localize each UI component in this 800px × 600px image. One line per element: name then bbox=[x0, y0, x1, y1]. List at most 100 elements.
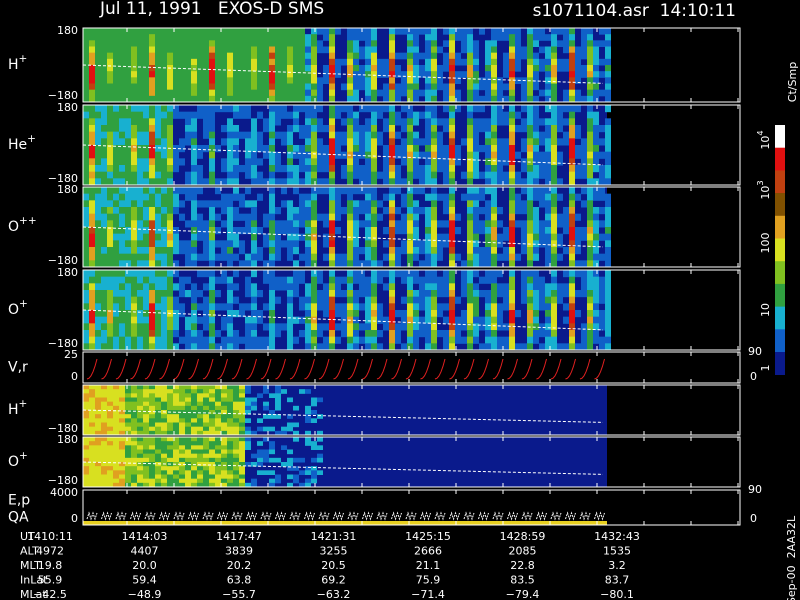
cell bbox=[293, 437, 299, 442]
cell bbox=[509, 283, 515, 291]
cell bbox=[389, 227, 395, 235]
cell bbox=[299, 330, 305, 338]
cell bbox=[299, 77, 305, 84]
cell bbox=[185, 260, 191, 268]
cell bbox=[107, 253, 113, 261]
cell bbox=[221, 125, 227, 133]
cell bbox=[83, 290, 89, 298]
cell bbox=[155, 343, 161, 351]
cell bbox=[209, 303, 215, 311]
cell bbox=[239, 457, 245, 463]
cell bbox=[383, 240, 389, 248]
cell bbox=[365, 125, 371, 133]
colorbar-step bbox=[775, 329, 785, 353]
cell bbox=[509, 323, 515, 331]
cell bbox=[89, 171, 95, 179]
cell bbox=[83, 151, 89, 159]
cell bbox=[167, 28, 173, 35]
cell bbox=[167, 200, 173, 208]
cell bbox=[149, 151, 155, 159]
cell bbox=[173, 330, 179, 338]
cell bbox=[215, 393, 221, 398]
cell bbox=[113, 52, 119, 60]
cell bbox=[245, 303, 251, 311]
cell bbox=[191, 213, 197, 221]
y-tick-label: −180 bbox=[48, 172, 78, 185]
cell bbox=[449, 52, 455, 60]
cell bbox=[383, 283, 389, 291]
cell bbox=[395, 270, 401, 278]
cell bbox=[533, 118, 539, 126]
cell bbox=[497, 151, 503, 159]
cell bbox=[119, 462, 125, 467]
cell bbox=[545, 283, 551, 291]
cell bbox=[587, 296, 593, 304]
cell bbox=[143, 145, 149, 153]
cell bbox=[293, 118, 299, 126]
cell bbox=[215, 89, 221, 97]
cell bbox=[425, 95, 431, 103]
cell bbox=[143, 310, 149, 318]
cell bbox=[137, 207, 143, 215]
cell bbox=[503, 303, 509, 311]
cell bbox=[527, 178, 533, 186]
cell bbox=[533, 83, 539, 91]
cell bbox=[503, 71, 509, 78]
cell bbox=[431, 58, 437, 66]
cell bbox=[269, 410, 275, 415]
cell bbox=[149, 83, 155, 91]
cell bbox=[89, 330, 95, 338]
cell bbox=[125, 89, 131, 97]
cell bbox=[593, 158, 599, 166]
cell bbox=[155, 193, 161, 201]
cell bbox=[125, 253, 131, 261]
cell bbox=[491, 260, 497, 268]
colorbar-tick-base: 10 bbox=[759, 136, 772, 150]
cell bbox=[479, 125, 485, 133]
cell bbox=[179, 393, 185, 398]
cell bbox=[245, 385, 251, 390]
cell bbox=[143, 405, 149, 411]
cell bbox=[191, 310, 197, 318]
cell bbox=[287, 200, 293, 208]
cell bbox=[521, 276, 527, 284]
cell bbox=[605, 118, 611, 126]
cell bbox=[389, 34, 395, 41]
cell bbox=[227, 470, 233, 475]
trace bbox=[521, 358, 533, 380]
cell bbox=[149, 270, 155, 278]
cell bbox=[119, 89, 125, 97]
cell bbox=[335, 105, 341, 113]
cell bbox=[497, 89, 503, 97]
cell bbox=[215, 77, 221, 84]
cell bbox=[197, 65, 203, 72]
table-cell: 83.7 bbox=[605, 574, 630, 587]
cell bbox=[593, 118, 599, 126]
cell bbox=[581, 260, 587, 268]
cell bbox=[113, 418, 119, 423]
cell bbox=[473, 296, 479, 304]
cell bbox=[449, 220, 455, 228]
cell bbox=[491, 40, 497, 47]
cell bbox=[233, 283, 239, 291]
cell bbox=[455, 145, 461, 153]
cell bbox=[131, 40, 137, 47]
cell bbox=[257, 178, 263, 186]
cell bbox=[83, 247, 89, 255]
cell bbox=[227, 253, 233, 261]
cell bbox=[215, 187, 221, 195]
cell bbox=[95, 89, 101, 97]
cell bbox=[413, 77, 419, 84]
cell bbox=[425, 145, 431, 153]
cell bbox=[587, 83, 593, 91]
cell bbox=[503, 58, 509, 66]
cell bbox=[365, 46, 371, 54]
cell bbox=[131, 46, 137, 54]
cell bbox=[359, 34, 365, 41]
cell bbox=[479, 77, 485, 84]
cell bbox=[227, 151, 233, 159]
cell bbox=[503, 138, 509, 146]
cell bbox=[101, 270, 107, 278]
cell bbox=[239, 336, 245, 344]
y2-tick-label: 90 bbox=[748, 483, 762, 496]
